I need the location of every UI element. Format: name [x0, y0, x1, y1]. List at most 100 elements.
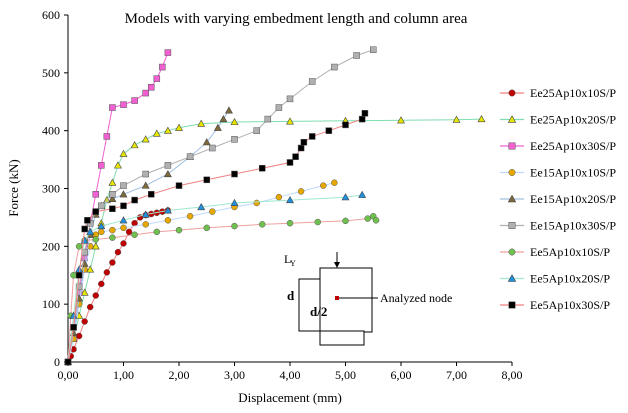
- data-point: [142, 89, 149, 97]
- data-point: [292, 153, 299, 160]
- data-point: [231, 170, 238, 178]
- data-point: [259, 221, 266, 228]
- inset-axis-sub: Y: [290, 259, 296, 268]
- chart-title: Models with varying embedment length and…: [125, 11, 468, 27]
- y-tick-label: 0: [54, 355, 60, 369]
- inset-node-marker: [335, 296, 339, 300]
- data-point: [103, 269, 111, 276]
- data-point: [342, 121, 349, 129]
- data-point: [92, 208, 99, 215]
- data-point: [98, 202, 105, 210]
- data-point: [70, 324, 77, 331]
- series-line: [67, 110, 230, 363]
- data-point: [91, 242, 100, 250]
- data-point: [131, 97, 138, 104]
- data-point: [153, 75, 161, 82]
- data-point: [286, 195, 294, 204]
- inset-column: [319, 330, 365, 346]
- legend-marker: [508, 248, 516, 256]
- data-point: [264, 115, 272, 123]
- data-point: [164, 217, 172, 224]
- data-point: [86, 265, 95, 273]
- x-tick-label: 7,00: [446, 368, 467, 382]
- data-point: [75, 272, 83, 279]
- legend-label: Ee5Ap10x30S/P: [530, 298, 610, 312]
- x-tick-label: 5,00: [335, 368, 356, 382]
- data-point: [253, 199, 260, 207]
- data-point: [286, 95, 294, 103]
- series-line: [67, 210, 168, 363]
- data-point: [131, 231, 138, 239]
- legend-marker: [508, 169, 516, 176]
- data-point: [119, 190, 128, 198]
- inset-block-front: [319, 267, 373, 333]
- legend: Ee25Ap10x10S/P Ee25Ap10x20S/P Ee25Ap10x30S…: [500, 86, 616, 312]
- y-tick-label: 200: [42, 239, 60, 253]
- data-point: [98, 280, 105, 288]
- inset-node-label: Analyzed node: [380, 291, 452, 305]
- y-tick-label: 400: [42, 124, 60, 138]
- data-point: [331, 63, 338, 71]
- data-point: [213, 123, 222, 131]
- data-point: [308, 133, 316, 140]
- data-point: [92, 191, 99, 198]
- x-tick-label: 8,00: [502, 368, 523, 382]
- x-tick-label: 0,00: [58, 368, 79, 382]
- data-point: [202, 138, 211, 146]
- data-point: [219, 115, 228, 123]
- legend-marker: [508, 301, 516, 309]
- data-point: [75, 283, 83, 291]
- legend-label: Ee15Ap10x30S/P: [530, 219, 616, 233]
- legend-marker: [508, 222, 516, 229]
- data-point: [253, 127, 260, 134]
- y-tick-label: 600: [42, 8, 60, 22]
- data-point: [92, 236, 99, 243]
- data-point: [164, 49, 172, 56]
- legend-marker: [507, 194, 517, 203]
- data-point: [130, 141, 139, 149]
- data-point: [119, 216, 128, 224]
- data-point: [175, 123, 183, 131]
- data-point: [109, 191, 116, 198]
- data-point: [75, 243, 83, 250]
- inset-axis-label: L: [284, 252, 291, 266]
- x-tick-label: 4,00: [280, 368, 301, 382]
- data-point: [397, 116, 405, 124]
- legend-label: Ee25Ap10x20S/P: [530, 113, 616, 127]
- data-point: [230, 198, 239, 207]
- x-tick-label: 2,00: [169, 368, 190, 382]
- data-point: [186, 213, 194, 220]
- data-point: [120, 182, 127, 189]
- y-tick-label: 500: [42, 66, 60, 80]
- data-point: [452, 115, 461, 123]
- data-point: [163, 126, 172, 134]
- data-point: [84, 217, 91, 224]
- data-point: [358, 115, 366, 123]
- data-point: [81, 318, 88, 325]
- data-point: [175, 226, 183, 234]
- legend-label: Ee25Ap10x30S/P: [530, 139, 616, 153]
- data-point: [119, 149, 128, 157]
- data-point: [286, 117, 294, 125]
- data-point: [341, 193, 350, 201]
- x-tick-labels: 0,00 1,00 2,00 3,00 4,00 5,00 6,00 7,00 8,00: [58, 362, 523, 382]
- data-point: [164, 162, 172, 169]
- data-point: [109, 259, 116, 266]
- series-line: [67, 118, 482, 363]
- data-point: [372, 217, 380, 224]
- data-point: [286, 159, 294, 166]
- data-point: [70, 272, 77, 279]
- data-point: [203, 224, 210, 232]
- data-point: [80, 288, 89, 296]
- plot-area: [64, 46, 486, 366]
- data-point: [109, 234, 116, 241]
- inset-depth-label: d: [287, 288, 295, 303]
- legend-marker: [508, 89, 516, 97]
- legend-label: Ee15Ap10x20S/P: [530, 192, 616, 206]
- data-point: [320, 182, 327, 189]
- data-point: [209, 208, 216, 215]
- data-point: [81, 225, 88, 233]
- data-point: [153, 228, 161, 236]
- data-point: [114, 248, 122, 256]
